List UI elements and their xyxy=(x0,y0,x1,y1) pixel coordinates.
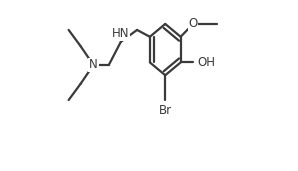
Text: O: O xyxy=(189,17,198,30)
Text: Br: Br xyxy=(159,104,172,117)
Text: OH: OH xyxy=(197,56,215,69)
Text: N: N xyxy=(89,58,98,71)
Text: HN: HN xyxy=(112,27,130,40)
